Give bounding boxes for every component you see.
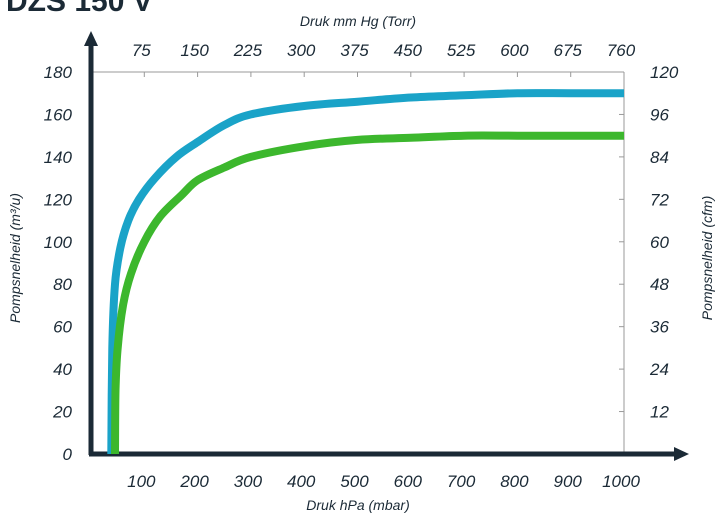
y-axis-label: Pompsnelheid (m³/u) [7, 193, 23, 323]
x2-tick-label: 225 [233, 41, 263, 60]
x2-tick-label: 525 [447, 41, 476, 60]
y-tick-label: 80 [53, 275, 72, 294]
y-axis-arrow [84, 31, 98, 46]
x-tick-label: 500 [340, 472, 369, 491]
y-tick-label: 100 [44, 233, 73, 252]
x2-tick-label: 375 [340, 41, 369, 60]
y-tick-label: 20 [52, 403, 72, 422]
y-tick-label: 0 [63, 445, 73, 464]
y-tick-label: 140 [44, 148, 73, 167]
y2-tick-label: 84 [650, 148, 669, 167]
x-tick-label: 700 [447, 472, 476, 491]
x2-tick-label: 600 [500, 41, 529, 60]
series-group [107, 89, 624, 455]
y-tick-label: 120 [44, 190, 73, 209]
series-line-2 [111, 131, 624, 455]
y2-tick-label: 120 [650, 63, 679, 82]
tick-labels: 100 200 300 400 500 600 700 800 900 1000 0 20 40 60 80… [44, 41, 679, 491]
y2-tick-label: 24 [649, 360, 669, 379]
x2-tick-label: 760 [607, 41, 636, 60]
x-tick-label: 300 [234, 472, 263, 491]
chart-title: DZS 150 V [6, 0, 153, 18]
x-tick-label: 800 [500, 472, 529, 491]
x-tick-label: 100 [127, 472, 156, 491]
y2-tick-label: 72 [650, 190, 669, 209]
y-tick-label: 160 [44, 105, 73, 124]
series-line-1 [107, 89, 624, 455]
y2-tick-label: 60 [650, 233, 669, 252]
y2-tick-label: 36 [650, 318, 669, 337]
x-tick-label: 200 [179, 472, 209, 491]
y2-tick-label: 96 [650, 105, 669, 124]
x2-tick-label: 75 [132, 41, 151, 60]
x-tick-label: 600 [394, 472, 423, 491]
x-tick-label: 900 [554, 472, 583, 491]
y2-tick-label: 48 [650, 275, 669, 294]
y-tick-label: 180 [44, 63, 73, 82]
x2-tick-label: 675 [554, 41, 583, 60]
x-axis-arrow [674, 447, 689, 461]
y2-tick-label: 12 [650, 403, 669, 422]
y2-axis-label: Pompsnelheid (cfm) [699, 196, 715, 321]
x-tick-label: 400 [287, 472, 316, 491]
x-axis-label: Druk hPa (mbar) [306, 497, 409, 513]
y-tick-label: 60 [53, 318, 72, 337]
x2-tick-label: 450 [394, 41, 423, 60]
x2-tick-label: 150 [180, 41, 209, 60]
x2-tick-label: 300 [287, 41, 316, 60]
x-tick-label: 1000 [602, 472, 640, 491]
y-tick-label: 40 [53, 360, 72, 379]
x2-axis-label: Druk mm Hg (Torr) [300, 13, 416, 29]
